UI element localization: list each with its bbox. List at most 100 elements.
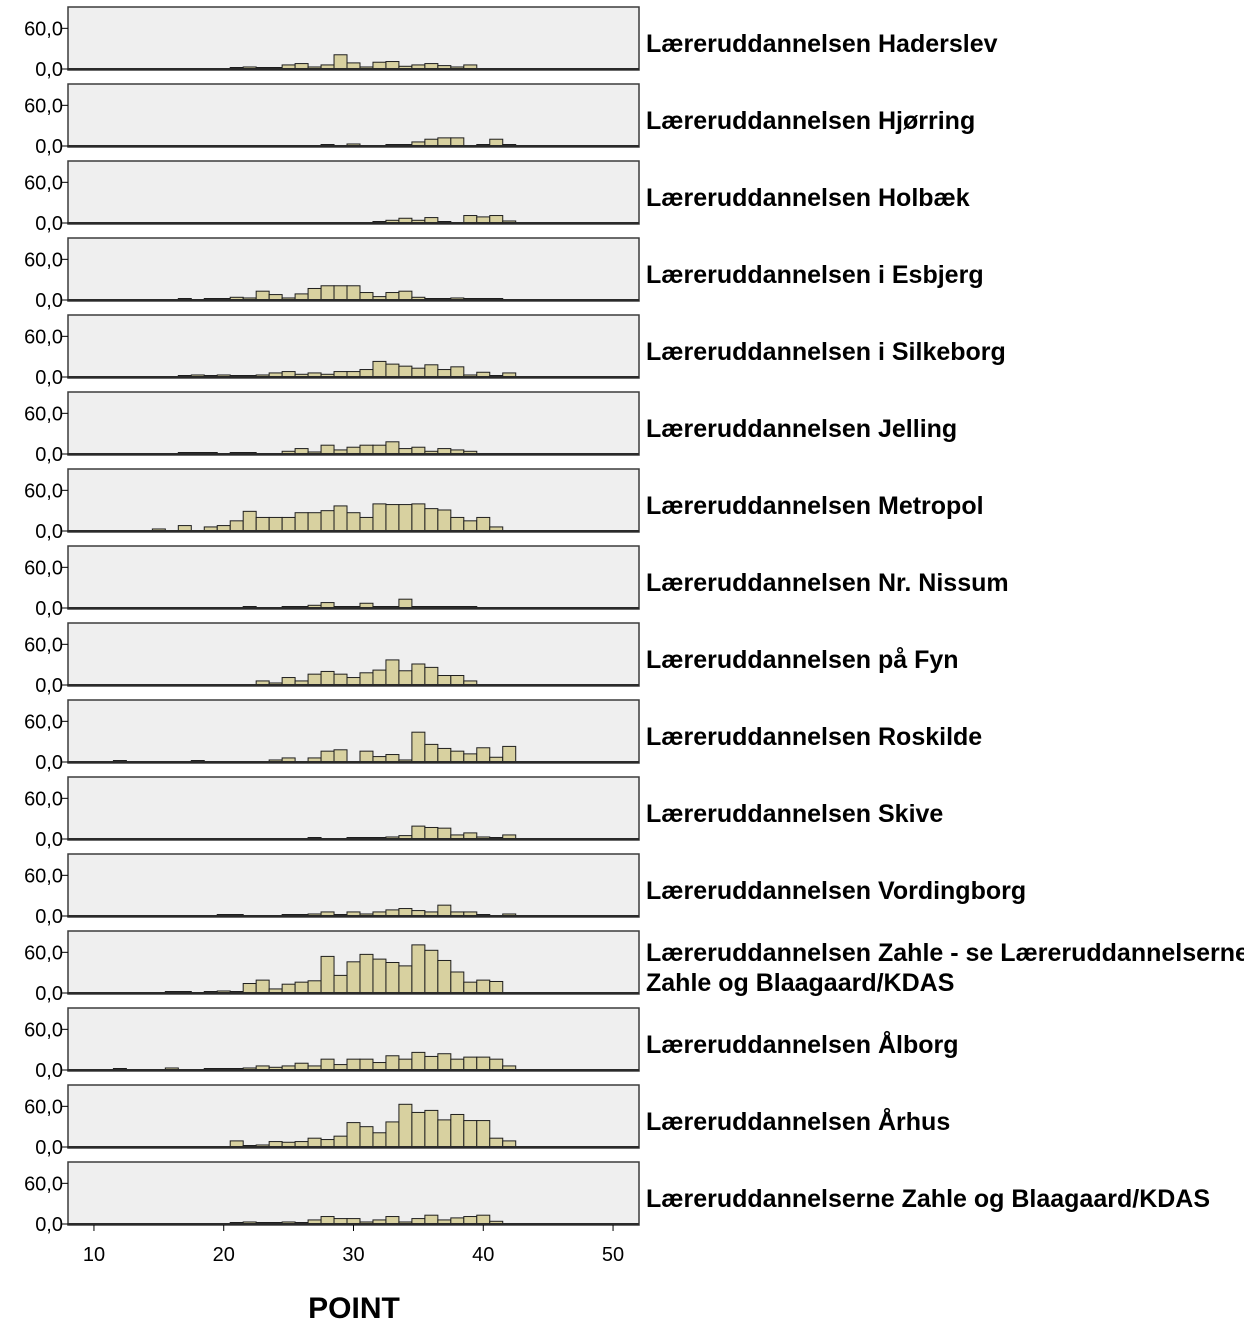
- histogram-bar: [437, 959, 452, 994]
- x-axis: 10 20 30 40 50: [83, 1225, 624, 1266]
- y-tick-label: 0,0: [35, 598, 63, 620]
- panel: 0,0 60,0 Læreruddannelsen Holbæk: [24, 160, 970, 235]
- panel: 0,0 60,0 Læreruddannelsen på Fyn: [24, 622, 959, 697]
- panel-label: Læreruddannelsen i Silkeborg: [646, 338, 1006, 366]
- histogram-bar: [359, 444, 374, 455]
- histogram-bar: [346, 446, 361, 455]
- y-tick-label: 0,0: [35, 444, 63, 466]
- histogram-bar: [372, 1062, 387, 1071]
- y-tick-label: 60,0: [24, 557, 63, 579]
- histogram-bar: [424, 826, 439, 840]
- x-tick-label: 50: [602, 1244, 624, 1266]
- panel: 0,0 60,0 Læreruddannelsen Roskilde: [24, 699, 982, 774]
- panel-label: Læreruddannelsen Roskilde: [646, 723, 982, 751]
- panel-label: Læreruddannelsen Haderslev: [646, 30, 998, 58]
- y-tick-label: 60,0: [24, 95, 63, 117]
- y-tick-label: 60,0: [24, 1019, 63, 1041]
- histogram-bar: [424, 508, 439, 532]
- y-tick-label: 0,0: [35, 367, 63, 389]
- histogram-bar: [424, 1109, 439, 1148]
- panel-label: Læreruddannelsen på Fyn: [646, 646, 959, 674]
- histogram-bar: [307, 287, 322, 301]
- histogram-bar: [476, 1056, 491, 1071]
- histogram-bar: [346, 677, 361, 686]
- panels-group: 0,0 60,0 Læreruddannelsen Haderslev 0,0 60,0…: [24, 6, 1244, 1236]
- histogram-bar: [398, 965, 413, 994]
- histogram-bar: [333, 974, 348, 994]
- histogram-bar: [463, 1056, 478, 1071]
- histogram-bar: [385, 363, 400, 378]
- y-tick-label: 0,0: [35, 136, 63, 158]
- y-tick-label: 60,0: [24, 480, 63, 502]
- histogram-bar: [450, 366, 465, 378]
- histogram-bar: [385, 61, 400, 70]
- histogram-bar: [320, 955, 335, 994]
- panel: 0,0 60,0 Læreruddannelsen Jelling: [24, 391, 957, 466]
- histogram-bar: [229, 520, 244, 532]
- histogram-bar: [489, 1137, 504, 1148]
- histogram-bar: [463, 1216, 478, 1225]
- histogram-bar: [398, 908, 413, 917]
- histogram-bar: [411, 1111, 426, 1148]
- histogram-bar: [359, 369, 374, 378]
- histogram-bar: [268, 516, 283, 532]
- histogram-bar: [489, 1058, 504, 1071]
- y-tick-label: 60,0: [24, 403, 63, 425]
- histogram-bar: [294, 1062, 309, 1071]
- histogram-bar: [476, 747, 491, 763]
- y-tick-label: 0,0: [35, 290, 63, 312]
- y-tick-label: 60,0: [24, 865, 63, 887]
- histogram-bar: [450, 137, 465, 147]
- histogram-bar: [372, 444, 387, 455]
- histogram-bar: [398, 1058, 413, 1071]
- histogram-bar: [450, 971, 465, 994]
- histogram-bar: [320, 285, 335, 301]
- panel-background: [67, 391, 640, 456]
- histogram-bar: [450, 1058, 465, 1071]
- histogram-bar: [398, 504, 413, 532]
- panel-background: [67, 6, 640, 71]
- histogram-bar: [424, 364, 439, 378]
- panel: 0,0 60,0 Læreruddannelsen i Esbjerg: [24, 237, 984, 312]
- histogram-bar: [281, 516, 296, 532]
- panel: 0,0 60,0 Læreruddannelsen Nr. Nissum: [24, 545, 1009, 620]
- histogram-bar: [385, 1055, 400, 1071]
- histogram-bar: [424, 138, 439, 147]
- panel-label: Læreruddannelsen Vordingborg: [646, 877, 1026, 905]
- histogram-bar: [398, 290, 413, 301]
- x-tick-label: 40: [472, 1244, 494, 1266]
- histogram-bar: [359, 1058, 374, 1071]
- panel: 0,0 60,0 Læreruddannelsen Hjørring: [24, 83, 975, 158]
- histogram-bar: [346, 512, 361, 532]
- y-tick-label: 60,0: [24, 942, 63, 964]
- histogram-bar: [255, 290, 270, 301]
- panel: 0,0 60,0 Læreruddannelsen Ålborg: [24, 1007, 959, 1082]
- panel-background: [67, 545, 640, 610]
- panel-label: Læreruddannelsen Skive: [646, 800, 943, 828]
- panel-background: [67, 160, 640, 225]
- y-tick-label: 60,0: [24, 326, 63, 348]
- histogram-bar: [307, 673, 322, 686]
- panel-background: [67, 314, 640, 379]
- histogram-bar: [398, 365, 413, 378]
- histogram-bar: [359, 953, 374, 994]
- panel-background: [67, 83, 640, 148]
- panel: 0,0 60,0 Læreruddannelsen Zahle - se Lærer…: [24, 930, 1244, 1005]
- histogram-bar: [385, 659, 400, 686]
- histogram-bar: [437, 1053, 452, 1071]
- histogram-bar: [385, 441, 400, 455]
- histogram-bar: [437, 827, 452, 840]
- panel-label: Læreruddannelserne Zahle og Blaagaard/KD…: [646, 1185, 1210, 1213]
- panel-label: Læreruddannelsen Ålborg: [646, 1030, 959, 1059]
- histogram-bar: [463, 753, 478, 763]
- histogram-bar: [424, 1055, 439, 1071]
- panel-label: Læreruddannelsen Metropol: [646, 492, 984, 520]
- histogram-bar: [450, 516, 465, 532]
- histogram-bar: [398, 670, 413, 686]
- panel: 0,0 60,0 Læreruddannelserne Zahle og Blaag…: [24, 1161, 1210, 1236]
- panel: 0,0 60,0 Læreruddannelsen i Silkeborg: [24, 314, 1006, 389]
- histogram-bar: [476, 1120, 491, 1148]
- histogram-bar: [346, 1122, 361, 1148]
- histogram-bar: [424, 949, 439, 994]
